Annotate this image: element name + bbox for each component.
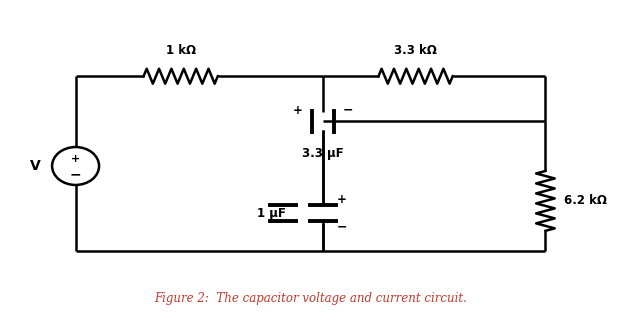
- Text: 3.3 μF: 3.3 μF: [302, 147, 343, 160]
- Text: 1 μF: 1 μF: [257, 207, 286, 220]
- Text: −: −: [337, 221, 347, 234]
- Text: V: V: [30, 159, 41, 173]
- Text: 6.2 kΩ: 6.2 kΩ: [564, 195, 607, 207]
- Text: +: +: [71, 154, 80, 164]
- Text: Figure 2:  The capacitor voltage and current circuit.: Figure 2: The capacitor voltage and curr…: [154, 292, 467, 305]
- Text: 3.3 kΩ: 3.3 kΩ: [394, 44, 437, 57]
- Text: 1 kΩ: 1 kΩ: [166, 44, 196, 57]
- Text: −: −: [70, 167, 81, 181]
- Text: −: −: [343, 104, 353, 117]
- Text: +: +: [337, 193, 347, 206]
- Text: +: +: [293, 104, 303, 117]
